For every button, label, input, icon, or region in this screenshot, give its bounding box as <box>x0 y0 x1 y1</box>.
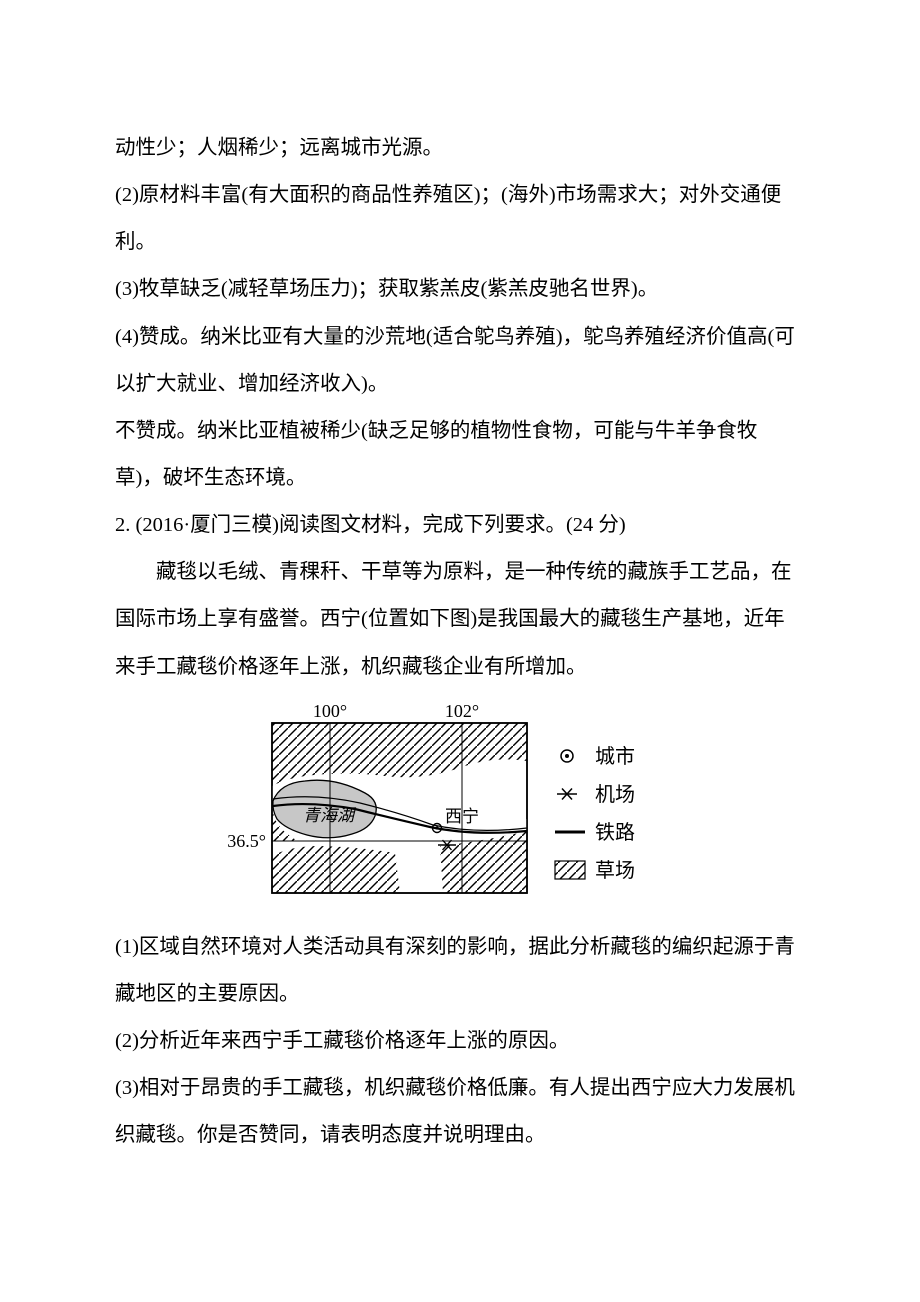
svg-text:铁路: 铁路 <box>595 821 635 844</box>
question-2-sub-2: (2)分析近年来西宁手工藏毯价格逐年上涨的原因。 <box>115 1018 805 1065</box>
question-2-sub-3: (3)相对于昂贵的手工藏毯，机织藏毯价格低廉。有人提出西宁应大力发展机织藏毯。你… <box>115 1065 805 1159</box>
svg-text:草场: 草场 <box>595 859 635 882</box>
answer-item-4-agree: (4)赞成。纳米比亚有大量的沙荒地(适合鸵鸟养殖)，鸵鸟养殖经济价值高(可以扩大… <box>115 314 805 408</box>
svg-text:36.5°: 36.5° <box>227 831 266 851</box>
svg-text:机场: 机场 <box>595 783 635 806</box>
answer-item-3: (3)牧草缺乏(减轻草场压力)；获取紫羔皮(紫羔皮驰名世界)。 <box>115 266 805 313</box>
question-2-material: 藏毯以毛绒、青稞秆、干草等为原料，是一种传统的藏族手工艺品，在国际市场上享有盛誉… <box>115 549 805 690</box>
answer-line-1: 动性少；人烟稀少；远离城市光源。 <box>115 125 805 172</box>
svg-text:城市: 城市 <box>595 745 635 768</box>
question-2-sub-1: (1)区域自然环境对人类活动具有深刻的影响，据此分析藏毯的编织起源于青藏地区的主… <box>115 924 805 1018</box>
svg-text:100°: 100° <box>313 701 347 721</box>
map-figure: 青海湖100°102°36.5°西宁城市机场铁路草场 <box>115 701 805 906</box>
answer-item-2: (2)原材料丰富(有大面积的商品性养殖区)；(海外)市场需求大；对外交通便利。 <box>115 172 805 266</box>
svg-text:西宁: 西宁 <box>445 807 479 826</box>
svg-text:102°: 102° <box>445 701 479 721</box>
answer-item-4-disagree: 不赞成。纳米比亚植被稀少(缺乏足够的植物性食物，可能与牛羊争食牧草)，破坏生态环… <box>115 408 805 502</box>
xining-map-svg: 青海湖100°102°36.5°西宁城市机场铁路草场 <box>225 701 695 906</box>
question-2-header: 2. (2016·厦门三模)阅读图文材料，完成下列要求。(24 分) <box>115 502 805 549</box>
